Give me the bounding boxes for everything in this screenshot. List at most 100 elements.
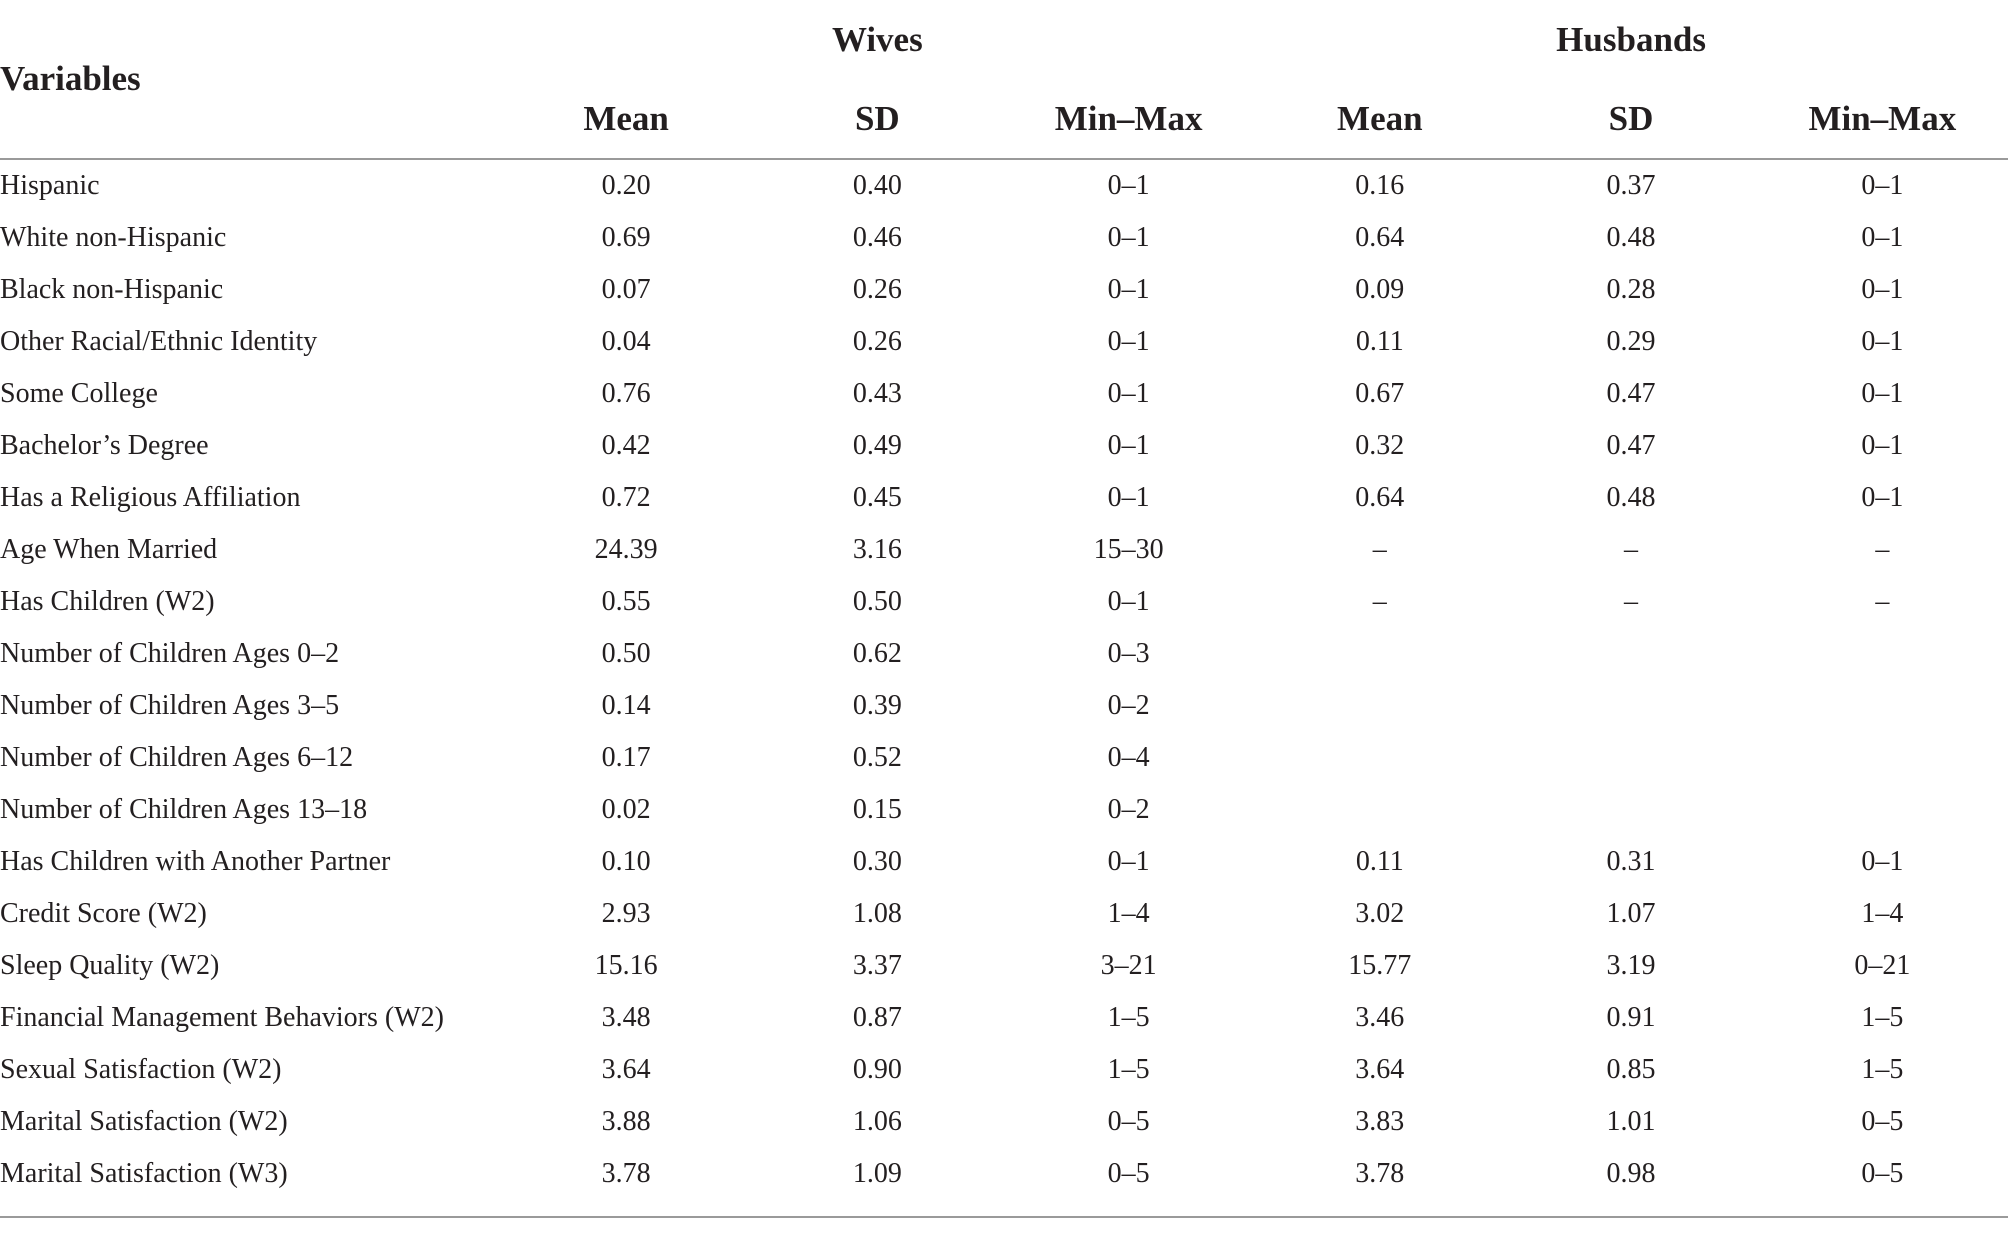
table-row: Has Children (W2) 0.55 0.50 0–1 – – – (0, 576, 2008, 628)
wives-mean-cell: 24.39 (594, 534, 658, 565)
husbands-minmax-header: Min–Max (1756, 80, 2008, 160)
table-row: Credit Score (W2) 2.93 1.08 1–4 3.02 1.07 1–4 (0, 888, 2008, 940)
wives-sd-cell: 0.30 (852, 846, 902, 877)
husbands-sd-cell: 1.01 (1606, 1106, 1656, 1137)
variable-label: White non-Hispanic (0, 222, 227, 253)
wives-mean-cell: 2.93 (601, 898, 651, 929)
husbands-mean-cell: 3.02 (1355, 898, 1405, 929)
variable-label: Credit Score (W2) (0, 898, 207, 929)
wives-minmax-cell: 0–2 (1107, 690, 1150, 721)
table-row: Number of Children Ages 13–18 0.02 0.15 0–2 (0, 784, 2008, 836)
husbands-sd-cell: 0.28 (1606, 274, 1656, 305)
table-row: Financial Management Behaviors (W2) 3.48 0… (0, 992, 2008, 1044)
husbands-sd-cell (1505, 628, 1756, 680)
wives-minmax-cell: 3–21 (1100, 950, 1157, 981)
table-row: Bachelor’s Degree 0.42 0.49 0–1 0.32 0.47 0–1 (0, 420, 2008, 472)
variable-label: Sleep Quality (W2) (0, 950, 220, 981)
wives-minmax-cell: 0–1 (1107, 482, 1150, 513)
husbands-sd-cell (1505, 680, 1756, 732)
wives-sd-cell: 0.46 (852, 222, 902, 253)
husbands-minmax-cell: 1–4 (1861, 898, 1904, 929)
husbands-sd-cell: 0.91 (1606, 1002, 1656, 1033)
table-body: Hispanic 0.20 0.40 0–1 0.16 0.37 0–1 White non-… (0, 159, 2008, 1218)
husbands-mean-cell: – (1372, 534, 1387, 565)
wives-sd-cell: 0.43 (852, 378, 902, 409)
wives-mean-cell: 0.42 (601, 430, 651, 461)
husbands-sd-cell: 0.47 (1606, 430, 1656, 461)
table-row: Has a Religious Affiliation 0.72 0.45 0–1 0.… (0, 472, 2008, 524)
husbands-minmax-cell: 0–21 (1854, 950, 1911, 981)
wives-sd-cell: 0.26 (852, 274, 902, 305)
wives-sd-cell: 0.50 (852, 586, 902, 617)
husbands-minmax-cell: 0–1 (1861, 430, 1904, 461)
wives-mean-cell: 3.48 (601, 1002, 651, 1033)
husbands-minmax-cell: 1–5 (1861, 1054, 1904, 1085)
table-row: Number of Children Ages 3–5 0.14 0.39 0–2 (0, 680, 2008, 732)
wives-sd-cell: 1.09 (751, 1148, 1003, 1218)
table-row: Black non-Hispanic 0.07 0.26 0–1 0.09 0.28 0–1 (0, 264, 2008, 316)
wives-sd-cell: 3.37 (852, 950, 902, 981)
variable-label: Number of Children Ages 0–2 (0, 638, 340, 669)
table-row: Has Children with Another Partner 0.10 0.3… (0, 836, 2008, 888)
wives-mean-header: Mean (500, 80, 752, 160)
husbands-mean-cell: 0.67 (1355, 378, 1405, 409)
wives-mean-cell: 0.02 (601, 794, 651, 825)
husbands-mean-cell (1254, 680, 1505, 732)
wives-minmax-cell: 0–1 (1107, 326, 1150, 357)
husbands-sd-cell: 0.31 (1606, 846, 1656, 877)
husbands-sd-cell: 0.47 (1606, 378, 1656, 409)
wives-sd-cell: 0.26 (852, 326, 902, 357)
husbands-minmax-cell: 1–5 (1861, 1002, 1904, 1033)
wives-minmax-cell: 0–1 (1107, 222, 1150, 253)
variable-label: Some College (0, 378, 158, 409)
wives-sd-cell: 0.49 (852, 430, 902, 461)
husbands-sd-cell (1505, 732, 1756, 784)
husbands-mean-cell: 0.11 (1355, 326, 1404, 357)
husbands-mean-cell: 15.77 (1348, 950, 1412, 981)
husbands-mean-cell: 0.64 (1355, 482, 1405, 513)
husbands-minmax-cell: 0–5 (1756, 1148, 2008, 1218)
wives-mean-cell: 3.64 (601, 1054, 651, 1085)
husbands-sd-cell: 0.48 (1606, 482, 1656, 513)
wives-minmax-cell: 0–1 (1107, 274, 1150, 305)
wives-mean-cell: 0.07 (601, 274, 651, 305)
variable-label: Has Children with Another Partner (0, 846, 391, 877)
wives-minmax-cell: 0–1 (1107, 170, 1150, 201)
variable-label: Bachelor’s Degree (0, 430, 209, 461)
wives-mean-cell: 0.20 (601, 170, 651, 201)
wives-sd-cell: 0.52 (852, 742, 902, 773)
wives-sd-cell: 0.15 (852, 794, 902, 825)
husbands-sd-header: SD (1505, 80, 1757, 160)
wives-minmax-cell: 0–5 (1002, 1148, 1255, 1218)
variable-label: Number of Children Ages 3–5 (0, 690, 340, 721)
table-row: Hispanic 0.20 0.40 0–1 0.16 0.37 0–1 (0, 159, 2008, 212)
husbands-minmax-cell: 0–1 (1861, 222, 1904, 253)
variable-label: Marital Satisfaction (W3) (0, 1148, 501, 1218)
table-row: Other Racial/Ethnic Identity 0.04 0.26 0–1 0… (0, 316, 2008, 368)
wives-minmax-cell: 15–30 (1093, 534, 1164, 565)
variable-label: Sexual Satisfaction (W2) (0, 1054, 282, 1085)
husbands-minmax-cell (1757, 628, 2008, 680)
husbands-mean-cell: 0.16 (1355, 170, 1405, 201)
husbands-group-header: Husbands (1556, 20, 1706, 59)
husbands-mean-cell: 3.64 (1355, 1054, 1405, 1085)
husbands-sd-cell: 0.98 (1505, 1148, 1757, 1218)
husbands-minmax-cell: 0–1 (1861, 274, 1904, 305)
husbands-mean-cell: – (1372, 586, 1387, 617)
husbands-minmax-cell: 0–1 (1861, 326, 1904, 357)
wives-sd-header: SD (751, 80, 1003, 160)
wives-minmax-cell: 0–4 (1107, 742, 1150, 773)
wives-sd-cell: 0.40 (852, 170, 902, 201)
variables-column-header: Variables (0, 0, 501, 160)
wives-mean-cell: 0.10 (601, 846, 651, 877)
wives-sd-cell: 1.06 (852, 1106, 902, 1137)
wives-minmax-cell: 0–3 (1107, 638, 1150, 669)
wives-sd-cell: 0.39 (852, 690, 902, 721)
variable-label: Number of Children Ages 13–18 (0, 794, 368, 825)
wives-mean-cell: 0.72 (601, 482, 651, 513)
variable-label: Hispanic (0, 170, 100, 201)
subheader-row: Mean SD Min–Max Mean SD Min–Max (0, 80, 2008, 160)
husbands-sd-cell: – (1624, 586, 1639, 617)
